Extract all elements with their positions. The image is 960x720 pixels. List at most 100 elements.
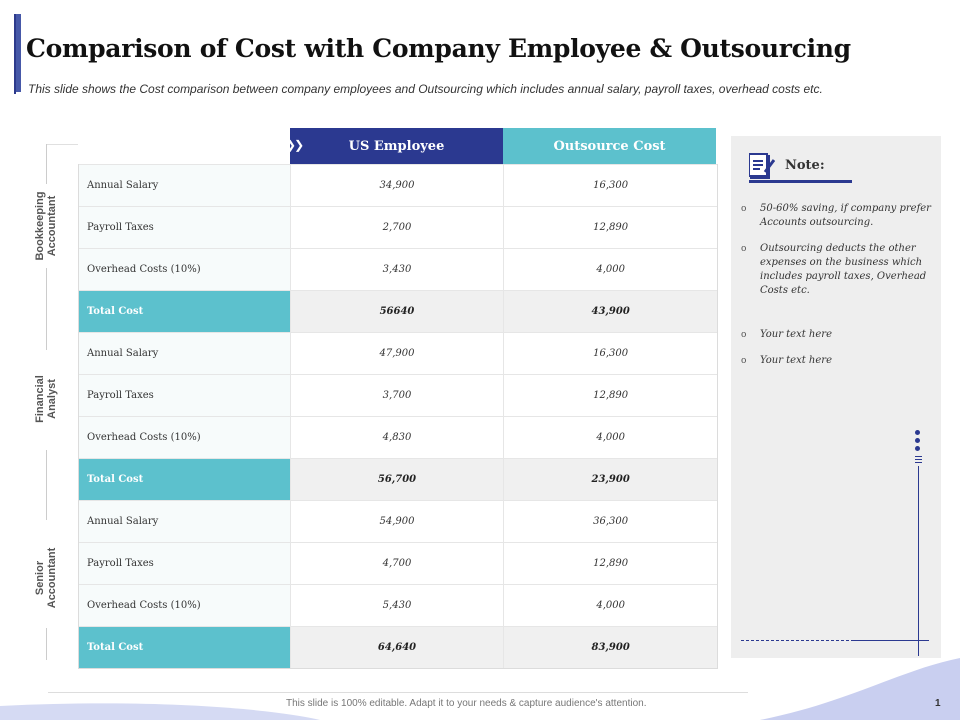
outsource-value: 12,890 [593, 390, 629, 401]
us-employee-value: 4,700 [291, 543, 505, 584]
page-subtitle: This slide shows the Cost comparison bet… [28, 82, 823, 96]
table-row: Annual Salary 54,900 36,300 [79, 500, 717, 542]
us-employee-total: 56,700 [291, 459, 505, 500]
table-row: Annual Salary 47,900 16,300 [79, 332, 717, 374]
table-row: Overhead Costs (10%) 4,830 4,000 [79, 416, 717, 458]
group-label-financial-analyst: Financial Analyst [34, 375, 58, 423]
cost-comparison-table: US Employee Outsource Cost ❯❯❯ Annual Sa… [78, 128, 718, 669]
table-row: Overhead Costs (10%) 3,430 4,000 [79, 248, 717, 290]
outsource-value: 4,000 [596, 600, 625, 611]
note-title-suffix: : [819, 158, 825, 173]
us-employee-total: 56640 [291, 291, 505, 332]
decorative-vertical-line [918, 466, 919, 656]
us-employee-value: 34,900 [291, 165, 505, 206]
group-divider [46, 268, 47, 350]
bullet-circle-icon: o [741, 204, 747, 214]
note-item: o Outsourcing deducts the other expenses… [741, 242, 933, 298]
total-row: Total Cost 64,640 83,900 [79, 626, 717, 668]
row-label: Overhead Costs (10%) [79, 249, 291, 290]
group-label-line: Accountant [46, 547, 58, 609]
group-label-line: Senior [34, 560, 46, 596]
group-divider [46, 628, 47, 660]
group-divider [46, 144, 47, 184]
group-label-senior-accountant: Senior Accountant [34, 548, 58, 609]
us-employee-value: 4,830 [291, 417, 505, 458]
note-item-text: Outsourcing deducts the other expenses o… [760, 243, 927, 296]
outsource-value: 16,300 [593, 348, 629, 359]
total-label: Total Cost [79, 291, 291, 332]
footer-text: This slide is 100% editable. Adapt it to… [286, 698, 647, 709]
row-label: Payroll Taxes [79, 207, 291, 248]
decorative-dot [915, 446, 920, 451]
decorative-solid-line [851, 640, 929, 641]
us-employee-total: 64,640 [291, 627, 505, 668]
page-title: Comparison of Cost with Company Employee… [26, 34, 851, 63]
decorative-dashed-line [741, 640, 929, 641]
group-label-line: Accountant [46, 195, 58, 257]
bullet-circle-icon: o [741, 330, 747, 340]
row-label: Annual Salary [79, 333, 291, 374]
bullet-circle-icon: o [741, 244, 747, 254]
footer-wave-decoration [0, 658, 960, 720]
footer-divider [48, 692, 748, 693]
us-employee-value: 3,700 [291, 375, 505, 416]
title-accent-line [14, 14, 16, 94]
total-row: Total Cost 56,700 23,900 [79, 458, 717, 500]
note-list: o 50-60% saving, if company prefer Accou… [741, 202, 933, 380]
title-accent-bar [16, 14, 21, 92]
column-header-us-employee: US Employee [290, 128, 503, 164]
decorative-dot [915, 430, 920, 435]
group-divider [46, 450, 47, 520]
row-label: Payroll Taxes [79, 543, 291, 584]
total-row: Total Cost 56640 43,900 [79, 290, 717, 332]
notepad-icon [749, 153, 775, 179]
note-item-text: 50-60% saving, if company prefer Account… [760, 203, 931, 228]
total-label: Total Cost [79, 627, 291, 668]
us-employee-value: 5,430 [291, 585, 505, 626]
table-row: Annual Salary 34,900 16,300 [79, 164, 717, 206]
us-employee-value: 3,430 [291, 249, 505, 290]
us-employee-value: 2,700 [291, 207, 505, 248]
table-row: Payroll Taxes 4,700 12,890 [79, 542, 717, 584]
note-item: o 50-60% saving, if company prefer Accou… [741, 202, 933, 230]
group-label-bookkeeping-accountant: Bookkeeping Accountant [34, 191, 58, 260]
note-item: o Your text here [741, 354, 933, 368]
note-item-text: Your text here [760, 355, 832, 366]
outsource-total: 23,900 [591, 474, 630, 485]
note-underline [749, 180, 852, 183]
note-title-text: Note [785, 158, 820, 173]
note-panel: Note: o 50-60% saving, if company prefer… [731, 136, 941, 658]
group-label-line: Analyst [46, 379, 58, 419]
outsource-value: 36,300 [593, 516, 629, 527]
note-item: o Your text here [741, 328, 933, 342]
outsource-value: 4,000 [596, 432, 625, 443]
table-row: Overhead Costs (10%) 5,430 4,000 [79, 584, 717, 626]
bullet-circle-icon: o [741, 356, 747, 366]
note-item-text: Your text here [760, 329, 832, 340]
outsource-value: 12,890 [593, 222, 629, 233]
note-title: Note: [785, 158, 825, 173]
group-label-line: Financial [34, 375, 46, 423]
table-row: Payroll Taxes 2,700 12,890 [79, 206, 717, 248]
page-number: 1 [935, 698, 941, 709]
table-body: Annual Salary 34,900 16,300 Payroll Taxe… [78, 164, 718, 669]
row-label: Annual Salary [79, 501, 291, 542]
row-label: Annual Salary [79, 165, 291, 206]
table-row: Payroll Taxes 3,700 12,890 [79, 374, 717, 416]
outsource-total: 43,900 [591, 306, 630, 317]
total-label: Total Cost [79, 459, 291, 500]
group-label-line: Bookkeeping [34, 191, 46, 261]
row-label: Payroll Taxes [79, 375, 291, 416]
row-label: Overhead Costs (10%) [79, 417, 291, 458]
group-divider [46, 144, 78, 145]
us-employee-value: 47,900 [291, 333, 505, 374]
row-label: Overhead Costs (10%) [79, 585, 291, 626]
outsource-value: 4,000 [596, 264, 625, 275]
us-employee-value: 54,900 [291, 501, 505, 542]
decorative-dot [915, 438, 920, 443]
outsource-value: 16,300 [593, 180, 629, 191]
chevron-arrows-icon: ❯❯❯ [278, 138, 304, 152]
decorative-ticks [915, 456, 922, 464]
column-header-outsource-cost: Outsource Cost [503, 128, 716, 164]
outsource-value: 12,890 [593, 558, 629, 569]
